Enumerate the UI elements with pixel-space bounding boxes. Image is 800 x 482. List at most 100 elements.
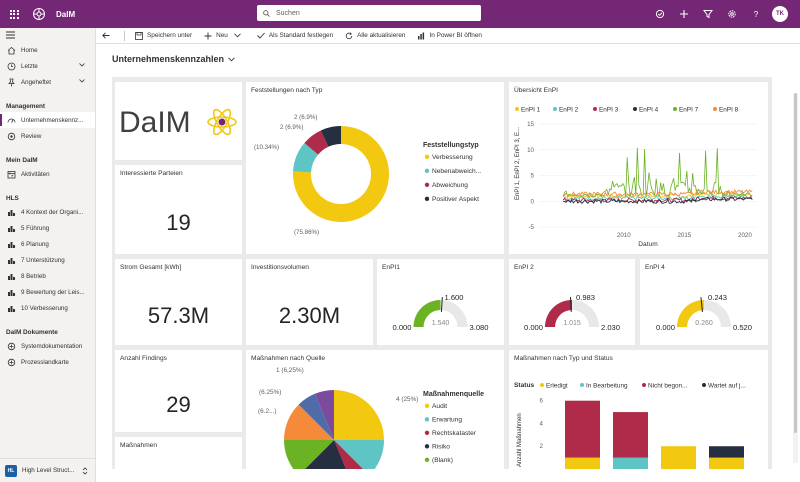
kpi-value: 29 [166, 392, 191, 417]
app-launcher-button[interactable] [0, 0, 28, 28]
settings-button[interactable] [720, 0, 744, 28]
logo-text: DaIM [119, 106, 191, 139]
sidebar-item-kontext[interactable]: 4 Kontext der Organi... [0, 204, 95, 220]
sidebar-item-planung[interactable]: 6 Planung [0, 236, 95, 252]
gauge-tile-enpi4[interactable]: EnPI 4 0.243 0.260 0.000 0.520 [640, 259, 768, 345]
dashboard-selector[interactable]: Unternehmenskennzahlen [112, 54, 235, 64]
back-button[interactable] [102, 32, 114, 39]
legend-marker [593, 107, 597, 111]
bar-segment [709, 446, 744, 458]
chart-tile-feststellungen[interactable]: Feststellungen nach Typ (75.86%) (10.34%)… [246, 82, 504, 254]
chevron-updown-icon [82, 466, 88, 475]
sidebar-item-label: Systemdokumentation [21, 342, 83, 350]
sidebar-item-prozesslandkarte[interactable]: Prozesslandkarte [0, 354, 95, 370]
pie-slice [284, 404, 334, 440]
vertical-scrollbar[interactable] [793, 93, 798, 463]
gauge-value-label: 1.540 [432, 320, 450, 327]
main-content: Unternehmenskennzahlen DaIM Interessiert… [96, 45, 800, 482]
pie-slice [334, 440, 384, 469]
tile-title: EnPI 4 [645, 264, 665, 271]
legend-label: Erledigt [546, 382, 568, 389]
legend-marker [515, 107, 519, 111]
area-badge: HL [5, 464, 17, 477]
filter-icon [703, 10, 713, 19]
slice-label: 2 (6.9%) [294, 114, 317, 121]
slice-label: 4 (25%) [396, 396, 418, 403]
tile-massnahmen[interactable]: Maßnahmen [115, 437, 242, 469]
sidebar-item-label: 5 Führung [21, 224, 50, 232]
doc-icon [6, 341, 16, 351]
pie-slice [304, 440, 347, 469]
series-line [563, 196, 753, 205]
sidebar-section-header: DaIM Dokumente [6, 329, 58, 336]
sidebar-item-review[interactable]: Review [0, 128, 95, 144]
tile-title: EnPI1 [382, 264, 400, 271]
sidebar-item-aktivitaeten[interactable]: Aktivitäten [0, 166, 95, 182]
save-as-button[interactable]: Speichern unter [135, 31, 192, 40]
kpi-tile-strom-gesamt[interactable]: Strom Gesamt [kWh] 57.3M [115, 259, 242, 345]
sidebar-item-unterstuetzung[interactable]: 7 Unterstützung [0, 252, 95, 268]
tile-title: Übersicht EnPI [514, 87, 558, 94]
app-name[interactable]: DaIM [56, 9, 76, 19]
y-tick-label: 5 [531, 173, 535, 180]
tasks-button[interactable] [648, 0, 672, 28]
open-powerbi-button[interactable]: In Power BI öffnen [417, 32, 482, 40]
add-button[interactable] [672, 0, 696, 28]
y-tick-label: -5 [528, 224, 534, 231]
sidebar-item-verbesserung[interactable]: 10 Verbesserung [0, 300, 95, 316]
new-button[interactable]: Neu [204, 32, 245, 40]
sidebar-section-header: Mein DaIM [6, 157, 38, 164]
pie-slice [334, 390, 384, 440]
avatar[interactable]: TK [772, 6, 788, 22]
legend-marker [424, 168, 430, 173]
tile-title: Interessierte Parteien [120, 170, 183, 177]
doc-icon [6, 357, 16, 367]
donut-slice [293, 142, 319, 173]
chart-tile-massnahmen-quelle[interactable]: Maßnahmen nach Quelle 4 (25%) (6.2...) (6.… [246, 350, 504, 469]
gauge-tile-enpi1[interactable]: EnPI1 1.600 1.540 0.000 3.080 [377, 259, 504, 345]
chart-tile-massnahmen-status[interactable]: Maßnahmen nach Typ und Status Status Erle… [509, 350, 768, 469]
chevron-down-icon [79, 63, 85, 67]
sidebar-item-bewertung[interactable]: 9 Bewertung der Leis... [0, 284, 95, 300]
bar-segment [565, 400, 600, 458]
kpi-tile-investitionsvolumen[interactable]: Investitionsvolumen 2.30M [246, 259, 373, 345]
gauge-target-label: 1.600 [445, 293, 464, 302]
search-input[interactable]: Suchen [257, 5, 481, 21]
sidebar-item-systemdokumentation[interactable]: Systemdokumentation [0, 338, 95, 354]
legend-title: Feststellungstyp [423, 142, 479, 149]
filter-button[interactable] [696, 0, 720, 28]
save-icon [135, 31, 143, 40]
sidebar-item-label: Aktivitäten [21, 170, 50, 178]
chevron-down-icon [234, 33, 241, 38]
org-icon [6, 223, 16, 233]
gauge-chart: 0.983 1.015 0.000 2.030 [524, 293, 620, 332]
clock-icon [6, 61, 16, 71]
checkmark-icon [257, 32, 265, 39]
set-default-button[interactable]: Als Standard festlegen [257, 32, 333, 39]
legend-marker [633, 107, 637, 111]
area-switcher[interactable]: HL High Level Struct... [0, 458, 96, 482]
donut-chart: (75.86%) (10.34%) 2 (6.9%) 2 (6.9%) Feststel… [254, 114, 481, 236]
help-button[interactable]: ? [744, 0, 768, 28]
refresh-icon [346, 31, 353, 39]
open-powerbi-label: In Power BI öffnen [429, 32, 482, 39]
sidebar-item-unternehmenskennzahlen[interactable]: Unternehmenskennz... [0, 112, 95, 128]
kpi-tile-anzahl-findings[interactable]: Anzahl Findings 29 [115, 350, 242, 432]
refresh-all-button[interactable]: Alle aktualisieren [345, 31, 405, 40]
sidebar-item-betrieb[interactable]: 8 Betrieb [0, 268, 95, 284]
calendar-icon [6, 169, 16, 179]
scrollbar-thumb[interactable] [794, 93, 797, 433]
gauge-tile-enpi2[interactable]: EnPI 2 0.983 1.015 0.000 2.030 [509, 259, 635, 345]
sidebar-item-fuehrung[interactable]: 5 Führung [0, 220, 95, 236]
gauge-chart: 0.243 0.260 0.000 0.520 [656, 293, 752, 332]
kpi-tile-interessierte-parteien[interactable]: Interessierte Parteien 19 [115, 165, 242, 254]
pie-slice [314, 390, 334, 440]
sidebar-item-recent[interactable]: Letzte [0, 58, 95, 74]
legend-marker [424, 182, 430, 187]
sidebar-item-label: 4 Kontext der Organi... [21, 208, 84, 216]
sidebar-item-home[interactable]: Home [0, 42, 95, 58]
sidebar-item-pinned[interactable]: Angeheftet [0, 74, 95, 90]
sidebar-toggle-button[interactable] [0, 28, 95, 42]
logo-tile[interactable]: DaIM [115, 82, 242, 160]
